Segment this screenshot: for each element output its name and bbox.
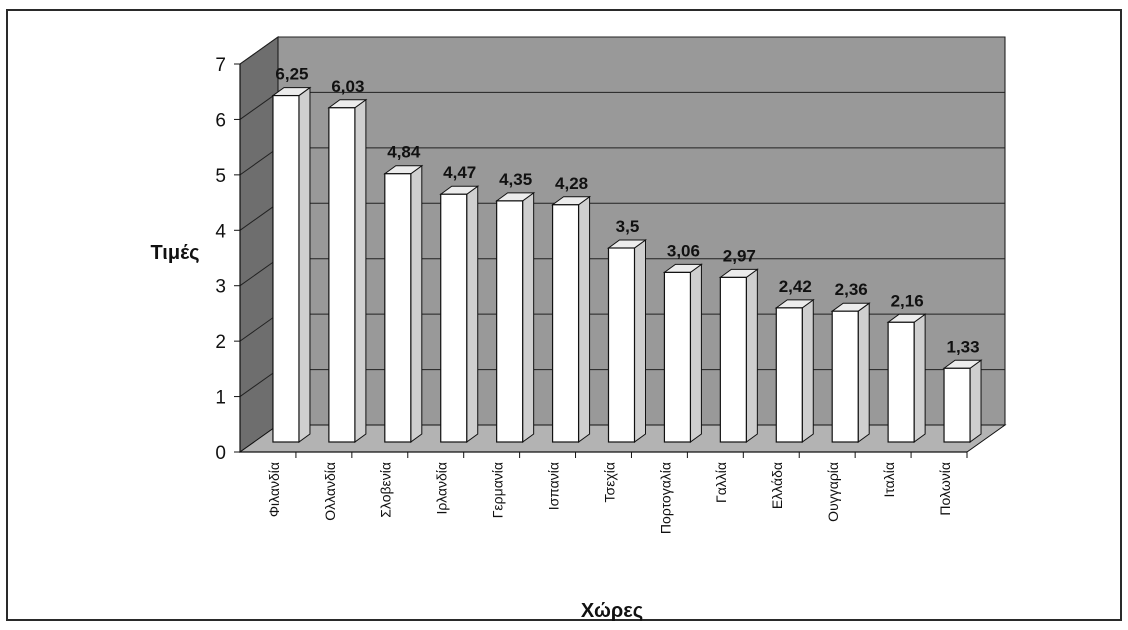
y-tick-label: 6: [215, 110, 226, 131]
bar-front: [663, 271, 692, 443]
data-label: 2,36: [835, 280, 868, 299]
bar-side: [410, 164, 423, 443]
bar: [662, 263, 703, 443]
bar-side: [578, 195, 591, 443]
labels: 0 1 2 3 4 5 6 7 6,25 Φιλανδία 6,03 Ολλανδία 4,84 Σλοβ…: [215, 55, 979, 534]
y-tick-label: 1: [215, 388, 226, 409]
bar-side: [354, 98, 367, 443]
bar-side: [913, 313, 926, 443]
bar-side: [634, 239, 646, 443]
data-label: 2,42: [779, 277, 812, 296]
y-tick-label: 3: [215, 277, 226, 298]
bar-side: [745, 268, 758, 443]
bar-front: [943, 367, 971, 443]
bar-side: [969, 359, 982, 443]
bar-side: [689, 263, 702, 443]
bar-front: [496, 200, 524, 443]
bar: [551, 195, 592, 443]
data-label: 3,5: [616, 217, 640, 236]
bar-side: [298, 86, 311, 443]
bar-front: [719, 276, 747, 443]
axes: [234, 63, 968, 458]
bar-side: [522, 191, 535, 443]
bar: [495, 191, 536, 443]
bar: [383, 164, 424, 443]
bar-front: [272, 94, 300, 443]
bar-front: [607, 247, 636, 443]
bar: [327, 98, 368, 443]
y-tick-label: 0: [215, 443, 226, 464]
x-tick-label: Τσεχία: [601, 462, 617, 502]
x-tick-label: Γερμανία: [490, 462, 506, 518]
data-label: 6,25: [275, 65, 308, 84]
data-label: 4,35: [499, 170, 532, 189]
x-axis-title: Χώρες: [581, 600, 643, 622]
x-tick-label: Γαλλία: [713, 462, 729, 503]
bar-side: [801, 298, 814, 443]
side-wall: [239, 36, 279, 453]
y-tick-label: 7: [215, 55, 226, 76]
bar-front: [328, 107, 356, 443]
bar: [830, 302, 871, 443]
bar-side: [466, 185, 479, 443]
bar-front: [831, 310, 859, 443]
x-tick-label: Ιταλία: [881, 462, 897, 498]
bar-side: [857, 302, 870, 443]
x-tick-label: Ισπανία: [545, 462, 561, 510]
data-label: 4,84: [387, 143, 421, 162]
bar-front: [440, 193, 468, 443]
data-label: 4,47: [443, 163, 476, 182]
data-label: 2,97: [723, 246, 756, 265]
bar: [271, 86, 312, 443]
bar: [774, 298, 815, 443]
bar-front: [551, 204, 580, 443]
bars: [271, 86, 983, 443]
data-label: 3,06: [667, 241, 700, 260]
bar: [886, 313, 927, 443]
bar: [606, 239, 648, 443]
bar: [942, 359, 983, 443]
bar-front: [887, 321, 915, 443]
bar: [439, 185, 480, 443]
bar-front: [384, 173, 412, 443]
x-tick-label: Φιλανδία: [266, 462, 282, 517]
y-tick-label: 5: [215, 166, 226, 187]
data-label: 1,33: [946, 337, 979, 356]
x-tick-label: Πολωνία: [937, 462, 953, 516]
gridline: [239, 36, 1005, 65]
data-label: 4,28: [555, 174, 588, 193]
x-tick-label: Ολλανδία: [322, 462, 338, 521]
y-tick-label: 4: [215, 221, 226, 242]
bar: [718, 268, 759, 443]
x-tick-label: Ιρλανδία: [434, 462, 450, 514]
x-tick-label: Πορτογαλία: [657, 462, 673, 534]
bar-front: [775, 307, 803, 443]
y-tick-label: 2: [215, 332, 226, 353]
x-tick-label: Σλοβενία: [378, 462, 394, 518]
data-label: 2,16: [891, 291, 924, 310]
y-axis-title: Τιμές: [150, 242, 199, 264]
data-label: 6,03: [331, 77, 364, 96]
x-tick-label: Ελλάδα: [769, 462, 785, 509]
x-tick-label: Ουγγαρία: [825, 462, 841, 522]
